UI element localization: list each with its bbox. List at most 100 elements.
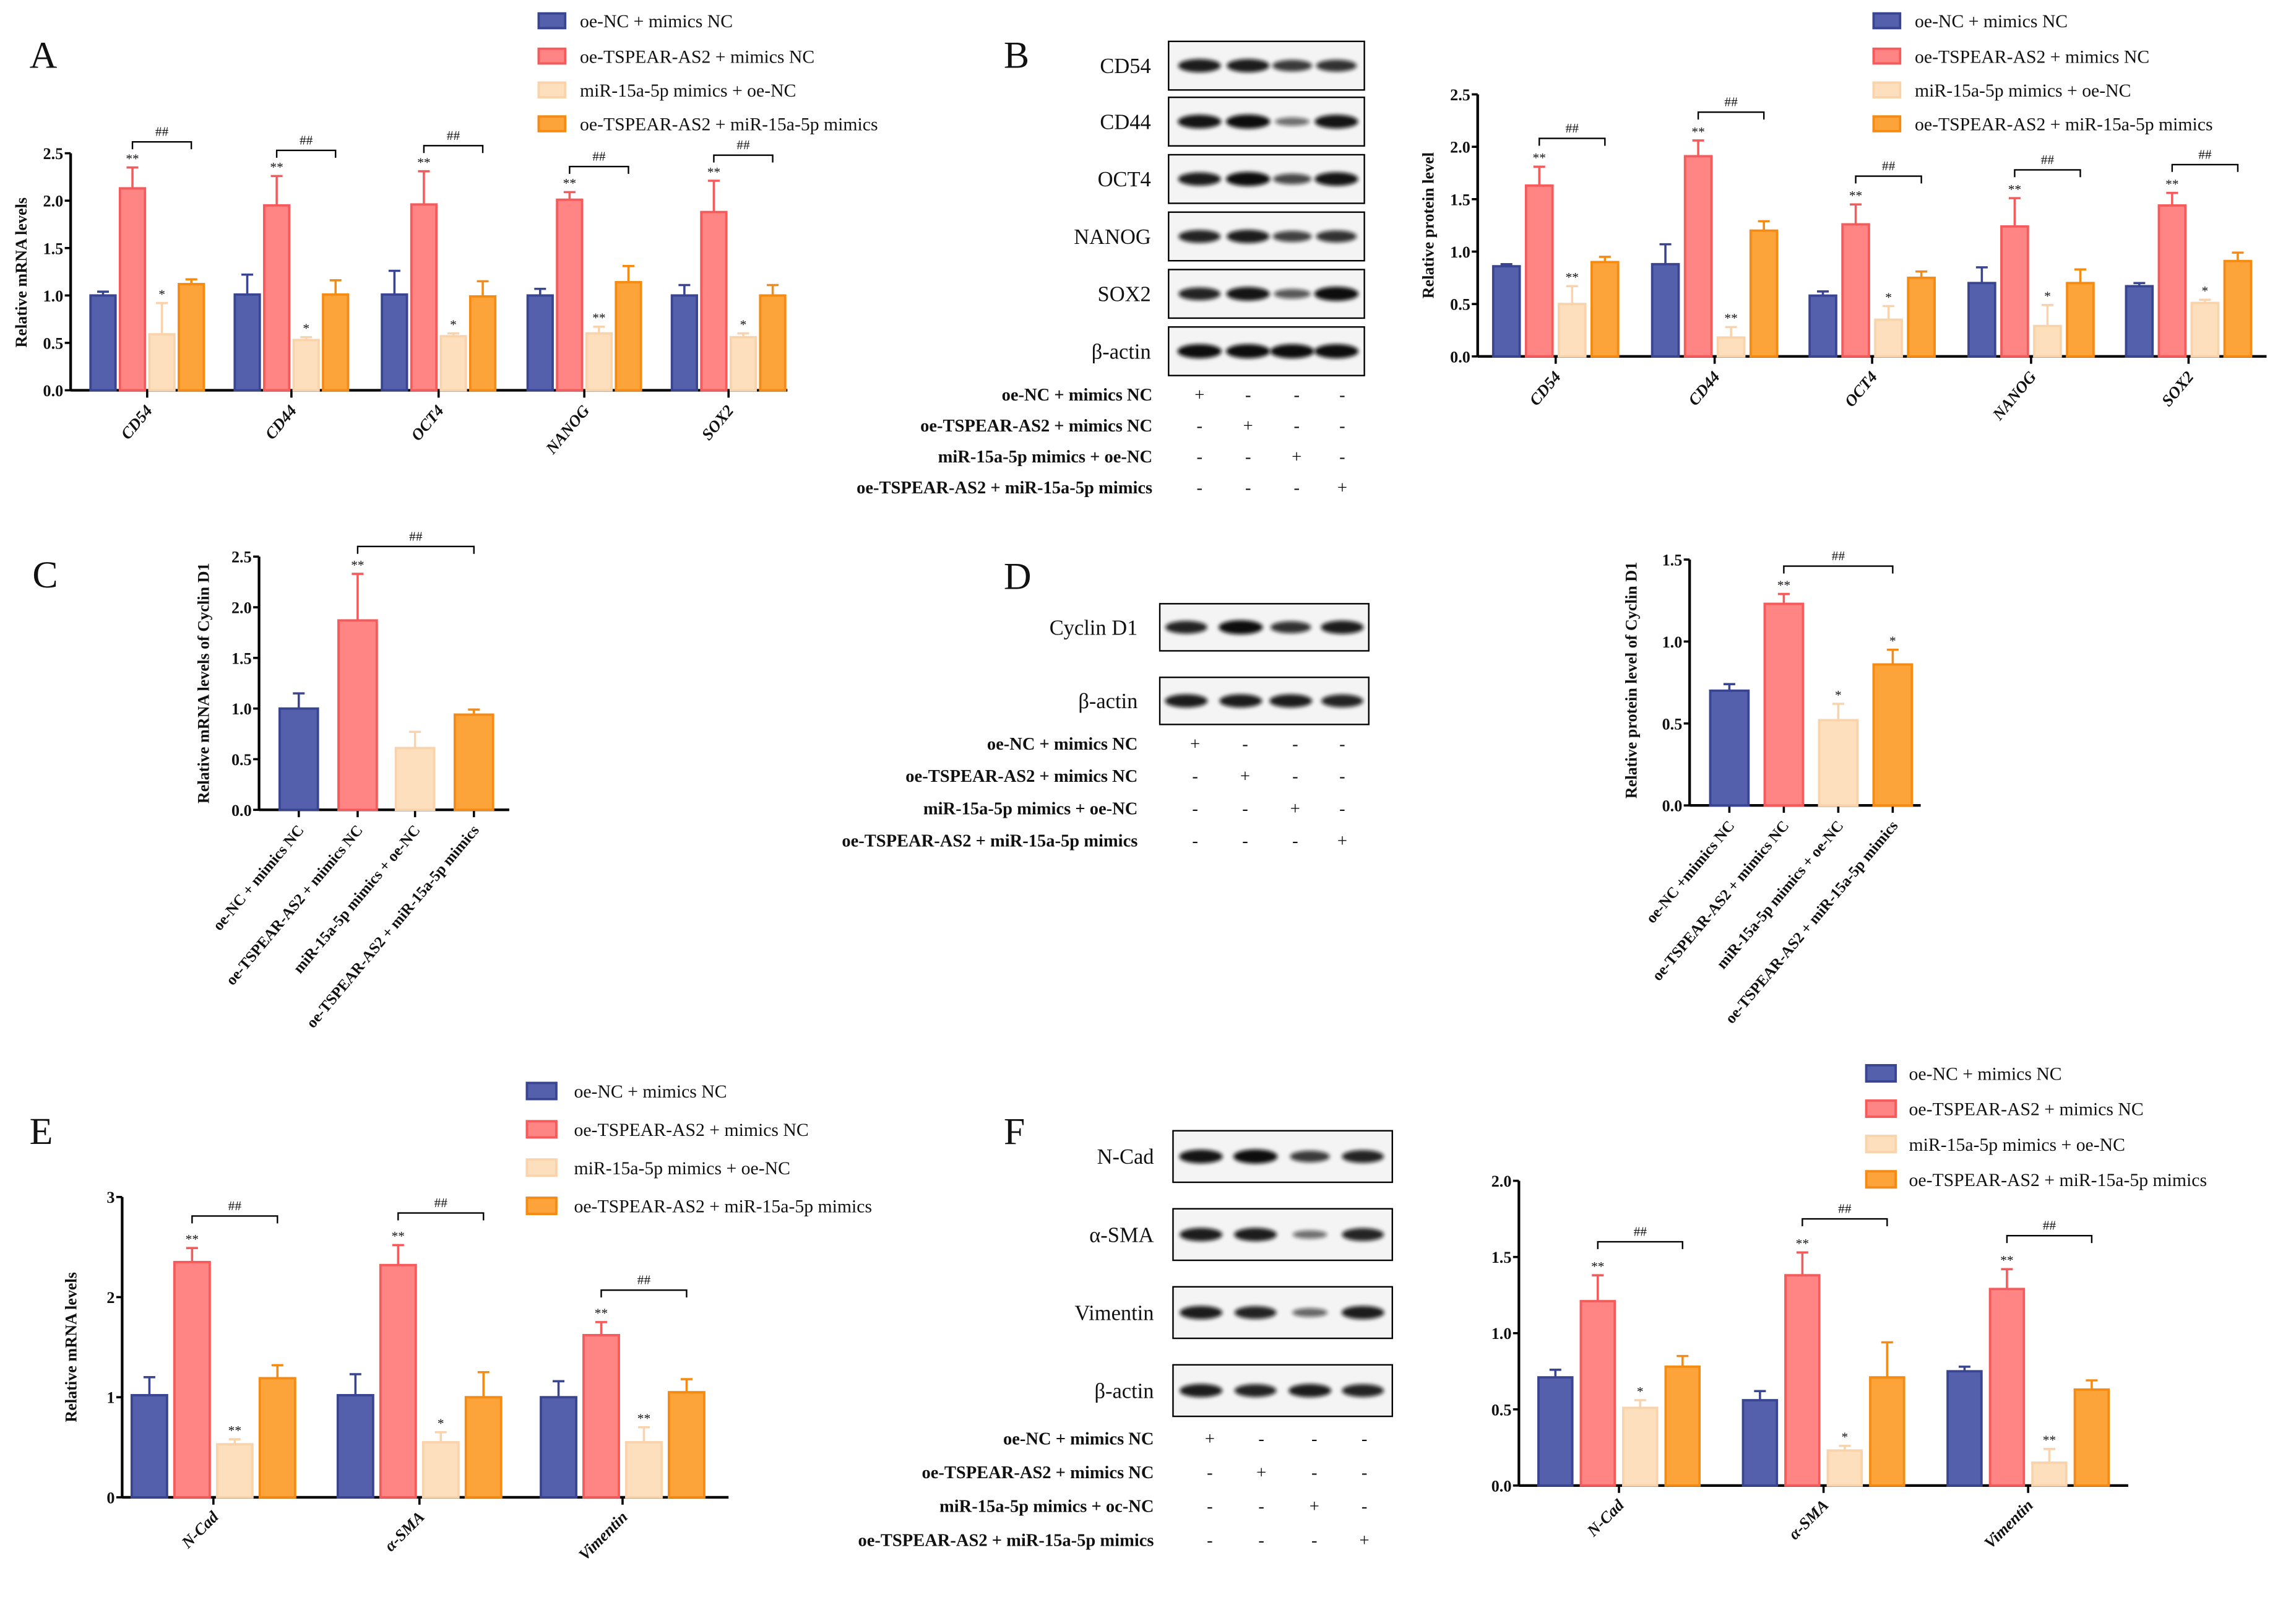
- y-tick-label: 2.0: [1491, 1172, 1512, 1190]
- bracket-label: ##: [2198, 147, 2212, 162]
- bar-3: [759, 294, 787, 392]
- bracket-label: ##: [1832, 548, 1845, 563]
- blot-band: [1314, 172, 1358, 186]
- blot-band: [1227, 59, 1270, 72]
- treatment-sign: +: [1292, 448, 1301, 467]
- blot-band: [1314, 287, 1359, 301]
- chart-d: Relative protein level of Cyclin D1 0.0 0.…: [1623, 548, 1921, 1027]
- bar-2: [148, 333, 176, 392]
- panel-label-d: D: [1004, 556, 1032, 598]
- bar-0: [381, 293, 408, 392]
- significance-marker: **: [1724, 311, 1737, 326]
- significance-marker: **: [2008, 182, 2021, 197]
- bar-1: [1988, 1288, 2026, 1487]
- blot-band: [1219, 620, 1263, 634]
- blot-row-label: N-Cad: [1097, 1145, 1154, 1169]
- significance-marker: *: [2202, 284, 2209, 298]
- comparison-bracket: [356, 545, 475, 554]
- blot-band: [1321, 620, 1364, 634]
- bracket-label: ##: [2043, 1218, 2056, 1233]
- significance-marker: **: [270, 160, 283, 175]
- blot-band: [1341, 1305, 1384, 1320]
- blot-band: [1226, 287, 1270, 301]
- y-tick-label: 2.5: [231, 548, 252, 566]
- significance-marker: **: [1591, 1259, 1604, 1274]
- significance-marker: *: [158, 287, 165, 301]
- treatment-label: miR-15a-5p mimics + oc-NC: [939, 1497, 1154, 1517]
- treatment-label: oe-TSPEAR-AS2 + miR-15a-5p mimics: [857, 478, 1152, 498]
- bar-1: [1763, 602, 1805, 807]
- legend-label: oe-NC + mimics NC: [1909, 1065, 2062, 1085]
- bar-3: [1872, 663, 1914, 807]
- treatment-sign: -: [1292, 767, 1298, 786]
- bar-1: [337, 619, 378, 812]
- bracket-label: ##: [1724, 95, 1738, 110]
- blot-row-label: NANOG: [1074, 225, 1150, 249]
- significance-marker: **: [126, 151, 139, 166]
- bracket-label: ##: [409, 529, 423, 543]
- y-tick-label: 0.5: [231, 751, 252, 769]
- blot-row-label: Vimentin: [1074, 1301, 1154, 1325]
- blot-band: [1269, 694, 1313, 708]
- comparison-bracket: [397, 1212, 485, 1221]
- x-tick-label: SOX2: [2158, 368, 2197, 410]
- x-tick-label: OCT4: [408, 402, 447, 444]
- x-tick-label: NANOG: [542, 402, 593, 458]
- treatment-sign: -: [1311, 1463, 1318, 1483]
- treatment-sign: -: [1339, 386, 1345, 405]
- y-tick-label: 1.0: [43, 287, 64, 305]
- x-tick-label: α-SMA: [381, 1508, 428, 1555]
- bar-1: [582, 1334, 620, 1499]
- blot-band: [1180, 1227, 1223, 1242]
- comparison-bracket: [600, 1289, 688, 1298]
- treatment-sign: -: [1245, 448, 1251, 467]
- treatment-sign: +: [1205, 1429, 1215, 1448]
- treatment-sign: -: [1207, 1497, 1213, 1517]
- legend-label: oe-TSPEAR-AS2 + miR-15a-5p mimics: [1915, 115, 2213, 135]
- treatment-label: oe-NC + mimics NC: [987, 735, 1138, 754]
- blot-band: [1227, 230, 1270, 243]
- y-axis-label: Relative mRNA levels: [63, 1272, 80, 1422]
- bar-1: [1524, 184, 1554, 358]
- significance-marker: **: [707, 165, 720, 180]
- legend-swatch: [537, 12, 567, 30]
- bracket-label: ##: [1566, 121, 1579, 136]
- treatment-sign: +: [1337, 832, 1347, 851]
- blot-row-label: OCT4: [1098, 168, 1151, 191]
- y-tick-label: 1.0: [231, 700, 252, 718]
- legend-swatch: [537, 115, 567, 132]
- legend-swatch: [525, 1158, 558, 1177]
- comparison-bracket: [1783, 565, 1894, 574]
- blot-band: [1314, 344, 1359, 358]
- bar-2: [729, 336, 757, 392]
- bar-2: [1874, 318, 1903, 358]
- blot-band: [1177, 344, 1222, 358]
- legend-swatch: [1865, 1063, 1897, 1083]
- blot-panel-b: CD54 CD44 OCT4 NANOG SOX2 β-actin oe-NC + mimi…: [857, 40, 1365, 498]
- bar-3: [2066, 282, 2095, 358]
- comparison-bracket: [191, 1215, 278, 1224]
- significance-marker: **: [1796, 1236, 1809, 1251]
- significance-marker: *: [2044, 289, 2051, 304]
- bar-3: [1869, 1376, 1905, 1487]
- chart-b: Relative protein level 0.0 0.5 1.0 1.5 2.0 2.5…: [1419, 12, 2267, 424]
- blot-band: [1272, 59, 1313, 72]
- legend-swatch: [1872, 47, 1902, 65]
- blot-band: [1288, 1383, 1332, 1398]
- bar-0: [1491, 265, 1521, 358]
- significance-marker: *: [740, 317, 747, 332]
- significance-marker: **: [1566, 270, 1579, 285]
- y-tick-label: 0.5: [43, 334, 64, 352]
- legend-swatch: [525, 1197, 558, 1215]
- bar-3: [1749, 229, 1779, 358]
- charts: Relative mRNA levels0.00.51.01.52.02.5CD…: [12, 12, 2267, 1564]
- bar-0: [2125, 285, 2154, 358]
- treatment-sign: -: [1362, 1463, 1368, 1483]
- treatment-sign: -: [1362, 1429, 1368, 1448]
- x-tick-label: SOX2: [698, 402, 737, 444]
- legend-swatch: [1872, 81, 1902, 99]
- treatment-sign: -: [1293, 417, 1300, 436]
- comparison-bracket: [131, 141, 192, 150]
- blot-band: [1180, 1305, 1223, 1320]
- significance-marker: *: [438, 1416, 444, 1431]
